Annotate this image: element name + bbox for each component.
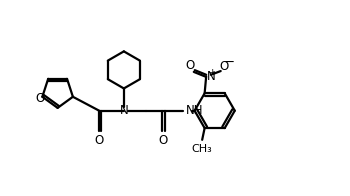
Text: −: − xyxy=(224,56,235,69)
Text: CH₃: CH₃ xyxy=(192,143,212,153)
Text: O: O xyxy=(186,59,195,72)
Text: +: + xyxy=(208,68,215,77)
Text: N: N xyxy=(119,103,128,117)
Text: O: O xyxy=(36,92,45,105)
Text: O: O xyxy=(219,60,229,73)
Text: N: N xyxy=(207,70,216,83)
Text: O: O xyxy=(159,134,168,147)
Text: O: O xyxy=(94,134,104,147)
Text: NH: NH xyxy=(186,104,203,117)
